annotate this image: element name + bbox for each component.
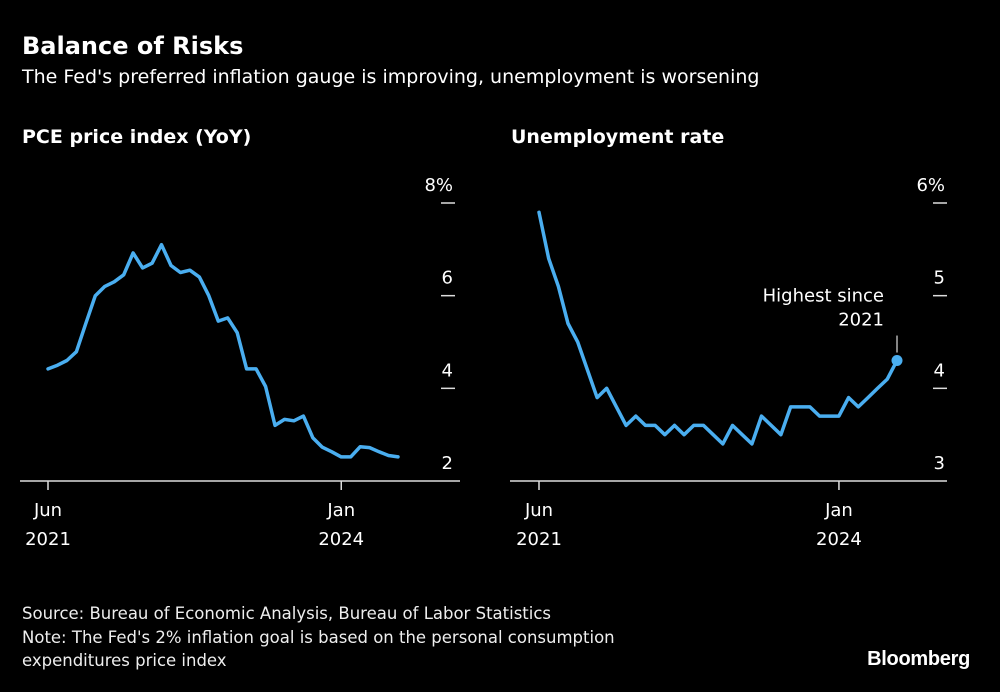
y-tick-label: 6%	[916, 175, 945, 196]
x-tick-label: 2021	[516, 529, 562, 550]
y-tick-label: 6	[442, 268, 453, 289]
panel-title-unemployment: Unemployment rate	[511, 126, 725, 148]
footnote-line1: Note: The Fed's 2% inflation goal is bas…	[22, 628, 615, 647]
source-note: Source: Bureau of Economic Analysis, Bur…	[22, 604, 552, 623]
annotation-text: Highest since	[763, 286, 884, 307]
x-tick-label: Jun	[524, 500, 553, 521]
y-tick-label: 8%	[424, 175, 453, 196]
y-tick-label: 5	[934, 268, 945, 289]
series-line	[537, 210, 899, 446]
y-tick-label: 4	[934, 360, 945, 381]
annotation-text: 2021	[838, 310, 884, 331]
highlight-point	[891, 355, 903, 367]
footnote-line2: expenditures price index	[22, 651, 227, 670]
y-tick-label: 2	[442, 453, 453, 474]
x-tick-label: Jan	[326, 500, 355, 521]
series-line	[46, 242, 400, 459]
x-tick-label: 2024	[816, 529, 862, 550]
bloomberg-logo: Bloomberg	[867, 648, 970, 670]
chart-subtitle: The Fed's preferred inflation gauge is i…	[22, 66, 760, 88]
x-tick-label: Jun	[33, 500, 62, 521]
y-tick-label: 4	[442, 360, 453, 381]
panel-title-pce: PCE price index (YoY)	[22, 126, 252, 148]
x-tick-label: Jan	[824, 500, 853, 521]
x-tick-label: 2024	[318, 529, 364, 550]
y-tick-label: 3	[934, 453, 945, 474]
chart-title: Balance of Risks	[22, 32, 244, 60]
x-tick-label: 2021	[25, 529, 71, 550]
